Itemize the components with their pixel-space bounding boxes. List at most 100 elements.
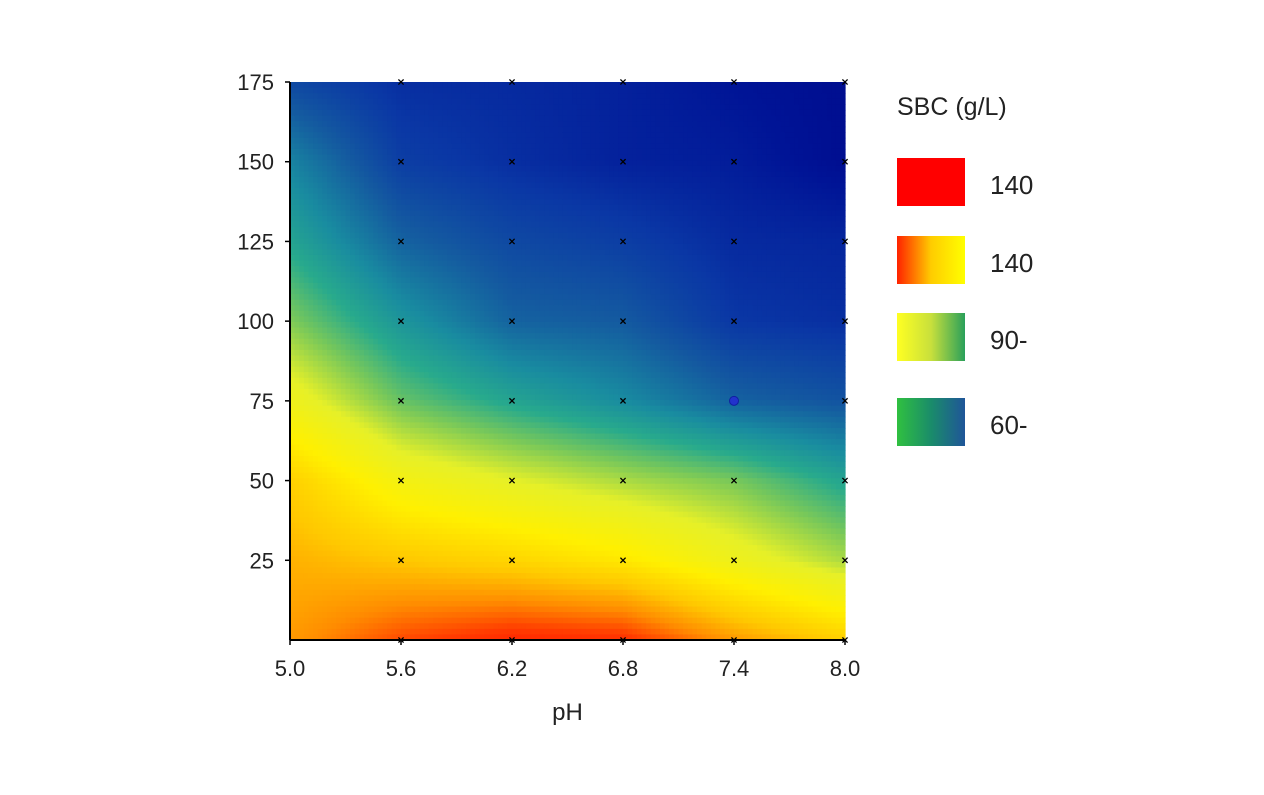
heatmap-cell (368, 433, 374, 440)
heatmap-cell (414, 394, 421, 401)
heatmap-cell (484, 489, 490, 496)
heatmap-cell (424, 634, 430, 641)
heatmap-cell (368, 533, 374, 541)
heatmap-cell (410, 210, 416, 217)
heatmap-cell (359, 210, 365, 217)
heatmap-cell (308, 400, 314, 407)
heatmap-cell (359, 461, 365, 468)
heatmap-cell (303, 355, 310, 362)
heatmap-cell (294, 137, 300, 144)
heatmap-cell (327, 472, 333, 479)
heatmap-cell (377, 182, 384, 189)
heatmap-cell (373, 461, 379, 468)
heatmap-cell (299, 578, 305, 585)
heatmap-cell (364, 612, 370, 619)
heatmap-cell (428, 361, 434, 368)
heatmap-cell (345, 121, 351, 128)
heatmap-cell (340, 82, 347, 89)
heatmap-cell (308, 589, 314, 596)
heatmap-cell (290, 422, 296, 429)
heatmap-cell (470, 506, 476, 513)
heatmap-cell (290, 126, 296, 133)
heatmap-cell (461, 617, 467, 624)
heatmap-cell (419, 467, 425, 474)
heatmap-cell (336, 573, 342, 580)
heatmap-cell (419, 171, 425, 178)
heatmap-cell (327, 467, 333, 474)
heatmap-cell (424, 533, 430, 541)
heatmap-cell (327, 634, 333, 641)
heatmap-cell (327, 483, 333, 490)
heatmap-cell (387, 506, 393, 513)
heatmap-cell (502, 600, 508, 608)
heatmap-cell (377, 472, 384, 479)
heatmap-cell (294, 271, 300, 278)
heatmap-cell (294, 433, 300, 440)
heatmap-cell (317, 182, 323, 189)
heatmap-cell (382, 628, 388, 636)
heatmap-cell (308, 623, 314, 630)
heatmap-cell (461, 132, 467, 139)
heatmap-cell (405, 316, 411, 323)
heatmap-cell (368, 176, 374, 184)
heatmap-cell (419, 294, 425, 301)
heatmap-cell (498, 383, 504, 390)
heatmap-cell (290, 254, 296, 262)
heatmap-cell (419, 494, 425, 502)
heatmap-cell (479, 450, 485, 457)
heatmap-cell (331, 260, 337, 267)
heatmap-cell (322, 87, 328, 94)
heatmap-cell (391, 450, 397, 457)
heatmap-cell (512, 227, 518, 234)
heatmap-cell (401, 377, 407, 384)
heatmap-cell (350, 109, 356, 117)
heatmap-cell (433, 489, 439, 496)
heatmap-cell (465, 494, 471, 502)
heatmap-cell (354, 204, 360, 211)
heatmap-cell (387, 288, 393, 295)
heatmap-cell (364, 288, 370, 295)
heatmap-cell (364, 182, 370, 189)
heatmap-cell (428, 238, 434, 245)
heatmap-cell (516, 377, 522, 384)
heatmap-cell (470, 545, 476, 552)
heatmap-cell (350, 126, 356, 133)
heatmap-cell (428, 556, 434, 563)
heatmap-cell (294, 266, 300, 273)
heatmap-cell (294, 589, 300, 596)
heatmap-cell (391, 126, 397, 133)
heatmap-cell (350, 366, 356, 373)
heatmap-cell (336, 461, 342, 468)
heatmap-cell (382, 249, 388, 256)
heatmap-cell (396, 422, 402, 429)
heatmap-cell (447, 400, 453, 407)
heatmap-cell (507, 104, 513, 111)
heatmap-cell (516, 427, 522, 435)
heatmap-cell (368, 623, 374, 630)
heatmap-cell (465, 444, 471, 451)
heatmap-cell (512, 433, 518, 440)
heatmap-cell (387, 556, 393, 563)
heatmap-cell (451, 171, 458, 178)
heatmap-cell (465, 361, 471, 368)
heatmap-cell (479, 628, 485, 636)
heatmap-cell (414, 321, 421, 329)
heatmap-cell (461, 467, 467, 474)
heatmap-cell (313, 232, 319, 239)
heatmap-cell (336, 377, 342, 384)
heatmap-cell (428, 321, 434, 329)
heatmap-cell (512, 254, 518, 262)
heatmap-cell (382, 254, 388, 262)
heatmap-cell (322, 249, 328, 256)
heatmap-cell (331, 578, 337, 585)
heatmap-cell (479, 199, 485, 206)
heatmap-cell (322, 182, 328, 189)
heatmap-cell (433, 349, 439, 357)
heatmap-cell (313, 310, 319, 317)
heatmap-cell (447, 333, 453, 340)
heatmap-cell (368, 355, 374, 362)
heatmap-cell (507, 137, 513, 144)
heatmap-cell (410, 176, 416, 184)
heatmap-cell (488, 137, 495, 144)
heatmap-cell (424, 121, 430, 128)
